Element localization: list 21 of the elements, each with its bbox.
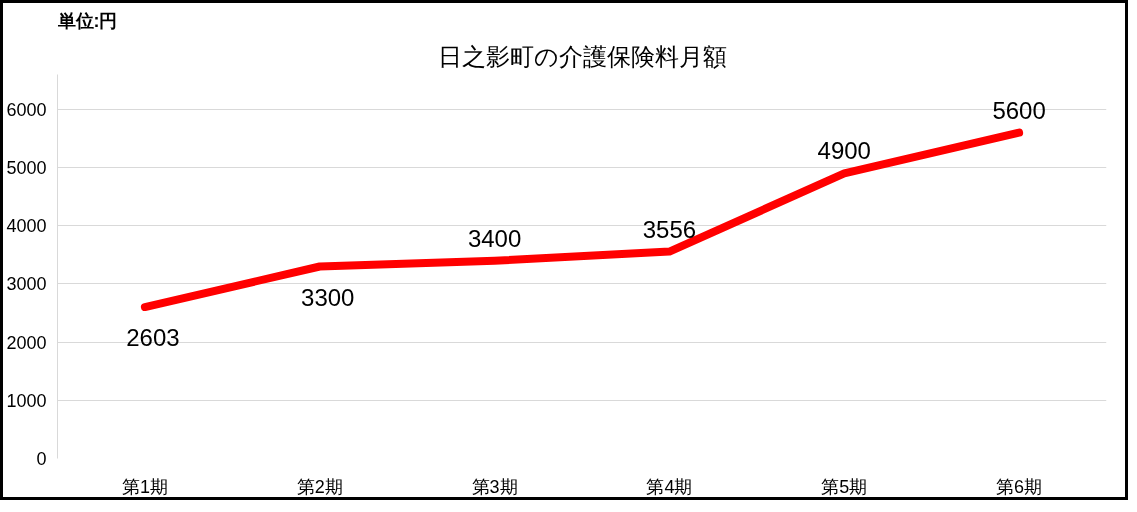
data-label: 2603 [126,324,180,352]
x-tick-label: 第3期 [471,476,518,497]
data-label: 3400 [467,224,522,252]
x-tick-label: 第6期 [996,476,1043,497]
y-tick-label: 4000 [6,216,47,237]
y-tick-label: 3000 [6,274,47,295]
data-label: 4900 [817,137,871,165]
x-tick-label: 第2期 [296,476,343,497]
y-tick-label: 1000 [6,390,47,411]
data-label: 5600 [992,96,1046,124]
y-tick-label: 0 [36,449,47,469]
data-label: 3300 [301,283,355,311]
y-axis-title: 単位:円 [56,10,118,31]
x-tick-label: 第4期 [646,476,693,497]
data-label: 3556 [642,215,697,243]
x-tick-label: 第1期 [121,476,168,497]
x-tick-label: 第5期 [821,476,868,497]
y-tick-label: 2000 [6,332,47,353]
y-tick-label: 5000 [6,158,47,179]
chart-title: 日之影町の介護保険料月額 [437,42,727,70]
y-tick-label: 6000 [6,99,47,120]
